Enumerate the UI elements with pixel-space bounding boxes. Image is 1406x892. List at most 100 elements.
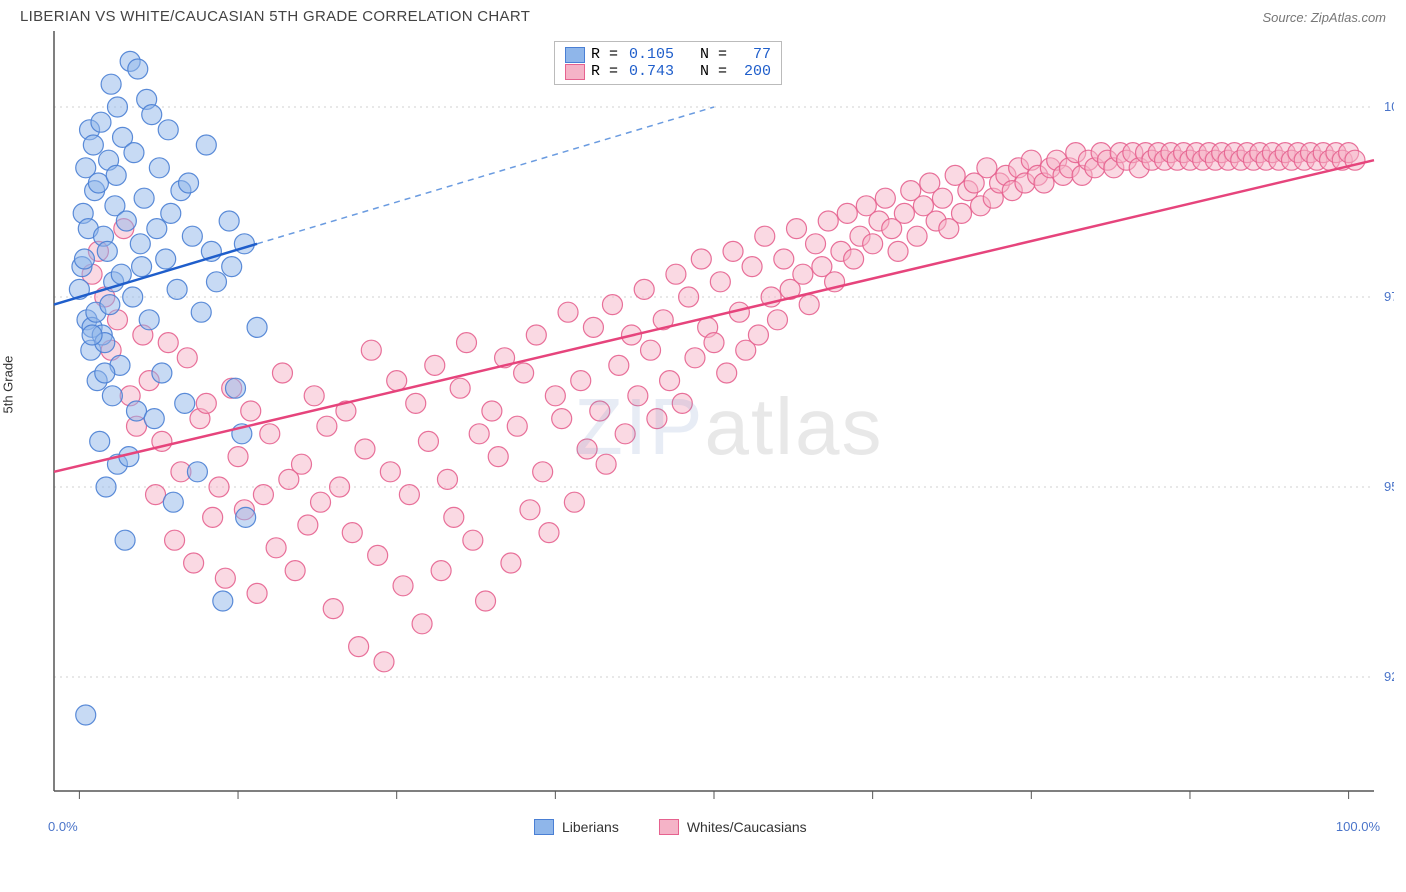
scatter-point-whites — [437, 469, 457, 489]
scatter-point-whites — [387, 371, 407, 391]
scatter-point-whites — [615, 424, 635, 444]
scatter-point-whites — [767, 310, 787, 330]
scatter-point-liberians — [219, 211, 239, 231]
scatter-point-whites — [558, 302, 578, 322]
correlation-scatter-chart: 92.5%95.0%97.5%100.0% — [14, 31, 1394, 841]
scatter-point-liberians — [161, 203, 181, 223]
y-tick-label: 97.5% — [1384, 289, 1394, 304]
scatter-point-whites — [349, 637, 369, 657]
scatter-point-liberians — [182, 226, 202, 246]
r-value-1: 0.105 — [624, 46, 674, 63]
scatter-point-liberians — [74, 249, 94, 269]
stats-row-whites: R = 0.743 N = 200 — [565, 63, 771, 80]
scatter-point-liberians — [236, 507, 256, 527]
legend-label-whites: Whites/Caucasians — [687, 819, 807, 835]
scatter-point-liberians — [247, 317, 267, 337]
scatter-point-whites — [146, 485, 166, 505]
scatter-point-whites — [412, 614, 432, 634]
scatter-point-liberians — [107, 97, 127, 117]
swatch-liberians-icon — [534, 819, 554, 835]
scatter-point-liberians — [191, 302, 211, 322]
scatter-point-whites — [583, 317, 603, 337]
scatter-point-liberians — [152, 363, 172, 383]
scatter-point-whites — [298, 515, 318, 535]
trendline-liberians-extrapolated — [257, 107, 714, 244]
scatter-point-whites — [685, 348, 705, 368]
swatch-whites-icon — [659, 819, 679, 835]
scatter-point-whites — [158, 333, 178, 353]
scatter-point-liberians — [90, 431, 110, 451]
scatter-point-whites — [596, 454, 616, 474]
swatch-whites-icon — [565, 64, 585, 80]
x-axis-0-label: 0.0% — [48, 819, 78, 834]
scatter-point-liberians — [163, 492, 183, 512]
scatter-point-liberians — [95, 363, 115, 383]
scatter-point-whites — [482, 401, 502, 421]
scatter-point-whites — [844, 249, 864, 269]
scatter-point-whites — [634, 279, 654, 299]
scatter-point-whites — [355, 439, 375, 459]
scatter-point-whites — [457, 333, 477, 353]
scatter-point-whites — [196, 393, 216, 413]
scatter-point-whites — [399, 485, 419, 505]
scatter-point-whites — [488, 447, 508, 467]
stats-legend-box: R = 0.105 N = 77 R = 0.743 N = 200 — [554, 41, 782, 85]
scatter-point-liberians — [127, 401, 147, 421]
scatter-point-whites — [666, 264, 686, 284]
scatter-point-whites — [818, 211, 838, 231]
scatter-point-whites — [311, 492, 331, 512]
scatter-point-whites — [247, 583, 267, 603]
scatter-point-whites — [476, 591, 496, 611]
scatter-point-whites — [469, 424, 489, 444]
scatter-point-liberians — [158, 120, 178, 140]
scatter-point-whites — [374, 652, 394, 672]
scatter-point-liberians — [91, 112, 111, 132]
scatter-point-whites — [888, 241, 908, 261]
scatter-point-whites — [837, 203, 857, 223]
scatter-point-whites — [641, 340, 661, 360]
scatter-point-liberians — [102, 386, 122, 406]
scatter-point-whites — [520, 500, 540, 520]
scatter-point-whites — [241, 401, 261, 421]
legend-item-whites: Whites/Caucasians — [659, 819, 807, 835]
scatter-point-liberians — [196, 135, 216, 155]
scatter-point-whites — [723, 241, 743, 261]
scatter-point-liberians — [101, 74, 121, 94]
legend-item-liberians: Liberians — [534, 819, 619, 835]
scatter-point-liberians — [226, 378, 246, 398]
scatter-point-whites — [501, 553, 521, 573]
legend-label-liberians: Liberians — [562, 819, 619, 835]
scatter-point-whites — [691, 249, 711, 269]
scatter-point-liberians — [144, 409, 164, 429]
scatter-point-whites — [647, 409, 667, 429]
n-label-2: N = — [700, 63, 727, 80]
scatter-point-whites — [361, 340, 381, 360]
swatch-liberians-icon — [565, 47, 585, 63]
scatter-point-whites — [272, 363, 292, 383]
scatter-point-whites — [577, 439, 597, 459]
scatter-point-liberians — [167, 279, 187, 299]
scatter-point-liberians — [149, 158, 169, 178]
r-label-2: R = — [591, 63, 618, 80]
y-tick-label: 100.0% — [1384, 99, 1394, 114]
scatter-point-liberians — [142, 105, 162, 125]
scatter-point-liberians — [134, 188, 154, 208]
scatter-point-liberians — [96, 477, 116, 497]
scatter-point-whites — [450, 378, 470, 398]
scatter-point-whites — [533, 462, 553, 482]
scatter-point-whites — [266, 538, 286, 558]
scatter-point-liberians — [179, 173, 199, 193]
scatter-point-liberians — [123, 287, 143, 307]
y-tick-label: 95.0% — [1384, 479, 1394, 494]
scatter-point-whites — [748, 325, 768, 345]
scatter-point-liberians — [100, 295, 120, 315]
chart-title: LIBERIAN VS WHITE/CAUCASIAN 5TH GRADE CO… — [20, 8, 530, 25]
scatter-point-whites — [177, 348, 197, 368]
scatter-point-whites — [253, 485, 273, 505]
scatter-point-liberians — [206, 272, 226, 292]
scatter-point-whites — [907, 226, 927, 246]
scatter-point-liberians — [76, 705, 96, 725]
scatter-point-whites — [564, 492, 584, 512]
scatter-point-whites — [952, 203, 972, 223]
scatter-point-whites — [679, 287, 699, 307]
